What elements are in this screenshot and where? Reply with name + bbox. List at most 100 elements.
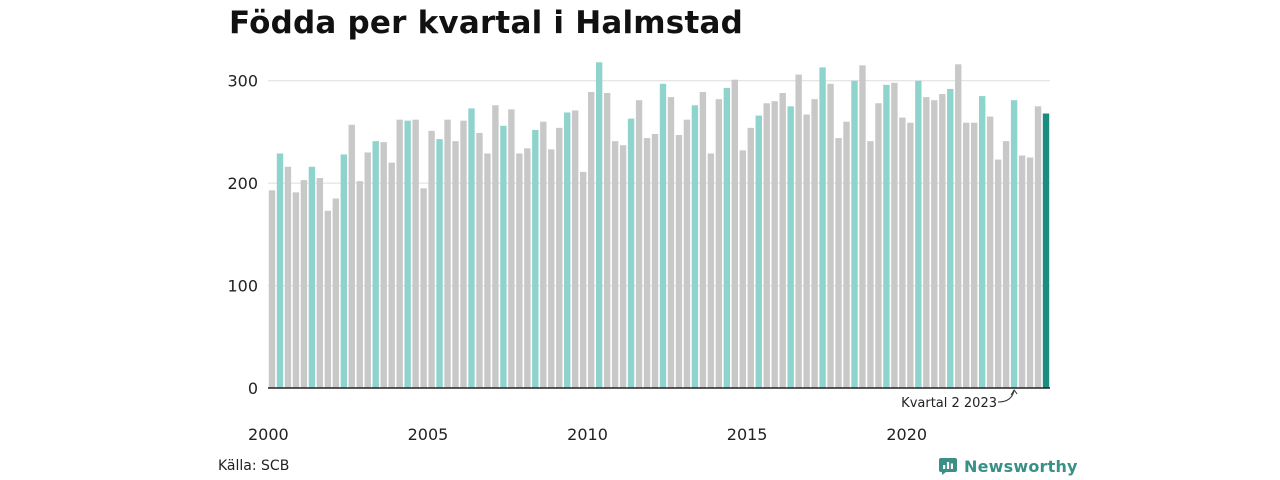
bar bbox=[380, 142, 387, 388]
bar bbox=[803, 114, 810, 388]
y-tick-label: 0 bbox=[248, 379, 258, 398]
bar bbox=[627, 118, 635, 389]
brand-name: Newsworthy bbox=[964, 456, 1078, 476]
bar bbox=[859, 65, 866, 388]
bar bbox=[1002, 141, 1010, 388]
bar bbox=[372, 141, 379, 388]
bar bbox=[635, 100, 643, 389]
x-tick-label: 2020 bbox=[886, 425, 927, 444]
bar bbox=[524, 148, 531, 388]
bar bbox=[731, 79, 738, 388]
bar bbox=[532, 129, 539, 388]
bar bbox=[659, 83, 667, 389]
bar bbox=[396, 119, 403, 388]
bar bbox=[572, 110, 579, 389]
bar bbox=[683, 119, 691, 388]
bar bbox=[915, 80, 922, 389]
bar bbox=[907, 122, 914, 388]
bar bbox=[308, 166, 316, 388]
bar bbox=[1034, 106, 1042, 388]
bar bbox=[771, 101, 778, 388]
bar bbox=[324, 210, 332, 388]
bar bbox=[492, 105, 499, 389]
bar bbox=[388, 162, 395, 388]
y-tick-label: 100 bbox=[227, 277, 258, 296]
bar bbox=[452, 141, 459, 388]
bar bbox=[412, 119, 419, 388]
bar bbox=[1026, 157, 1034, 388]
bar bbox=[611, 141, 619, 388]
bar bbox=[939, 94, 946, 389]
bar bbox=[971, 122, 978, 388]
x-tick-label: 2000 bbox=[248, 425, 289, 444]
annotation-label: Kvartal 2 2023 bbox=[901, 396, 997, 411]
bar bbox=[284, 166, 292, 388]
bar bbox=[787, 106, 794, 388]
bar bbox=[1018, 155, 1026, 388]
bar bbox=[978, 96, 986, 388]
x-tick-label: 2015 bbox=[727, 425, 768, 444]
bar bbox=[540, 121, 547, 389]
bar bbox=[316, 178, 324, 388]
annotation: Kvartal 2 2023 bbox=[901, 389, 1018, 411]
bar bbox=[564, 112, 571, 388]
bar bbox=[763, 103, 770, 388]
bar bbox=[348, 124, 355, 388]
bar bbox=[436, 139, 443, 388]
bar bbox=[556, 127, 563, 389]
bars bbox=[268, 62, 1050, 389]
newsworthy-logo-icon bbox=[939, 458, 957, 475]
bar bbox=[883, 84, 890, 388]
x-axis-labels: 2000 2005 2010 2015 2020 bbox=[248, 425, 927, 444]
bar bbox=[268, 190, 276, 388]
annotation-arrow bbox=[997, 389, 1015, 403]
bar bbox=[747, 127, 754, 389]
bar bbox=[420, 188, 427, 388]
bar bbox=[292, 192, 300, 388]
bar bbox=[795, 74, 802, 388]
bar bbox=[476, 132, 483, 388]
bar bbox=[500, 125, 507, 388]
bar bbox=[994, 159, 1002, 388]
bar bbox=[1042, 113, 1050, 389]
chart-title: Födda per kvartal i Halmstad bbox=[229, 5, 743, 41]
bar bbox=[986, 116, 994, 389]
bar bbox=[691, 105, 699, 389]
bar bbox=[819, 67, 826, 389]
bar bbox=[340, 154, 347, 388]
bar bbox=[300, 180, 308, 388]
bar bbox=[699, 91, 707, 388]
bar bbox=[827, 83, 834, 389]
bar bbox=[707, 153, 715, 388]
bar bbox=[508, 109, 515, 388]
bar bbox=[715, 99, 723, 388]
bar bbox=[755, 115, 762, 388]
bar bbox=[867, 141, 874, 388]
bar bbox=[643, 138, 651, 388]
x-tick-label: 2005 bbox=[408, 425, 449, 444]
brand-logo-group: Newsworthy bbox=[938, 456, 1078, 476]
y-tick-label: 300 bbox=[227, 72, 258, 91]
bar bbox=[651, 133, 659, 388]
source-label: Källa: SCB bbox=[218, 458, 290, 474]
bar bbox=[739, 150, 746, 388]
bar bbox=[619, 145, 627, 388]
bar bbox=[444, 119, 451, 388]
bar bbox=[587, 91, 595, 388]
bar bbox=[851, 80, 858, 389]
bar bbox=[875, 103, 882, 388]
bar bbox=[603, 93, 611, 388]
bar bbox=[484, 153, 491, 388]
bar bbox=[428, 130, 435, 388]
bar bbox=[931, 100, 938, 389]
bar bbox=[332, 198, 340, 388]
bar bbox=[675, 135, 683, 388]
annotation-arrowhead bbox=[1010, 389, 1018, 396]
bar bbox=[460, 120, 467, 388]
bar bbox=[899, 117, 906, 388]
bar bbox=[468, 108, 475, 388]
bar bbox=[580, 171, 587, 388]
bar bbox=[516, 153, 523, 388]
bar bbox=[667, 97, 675, 389]
